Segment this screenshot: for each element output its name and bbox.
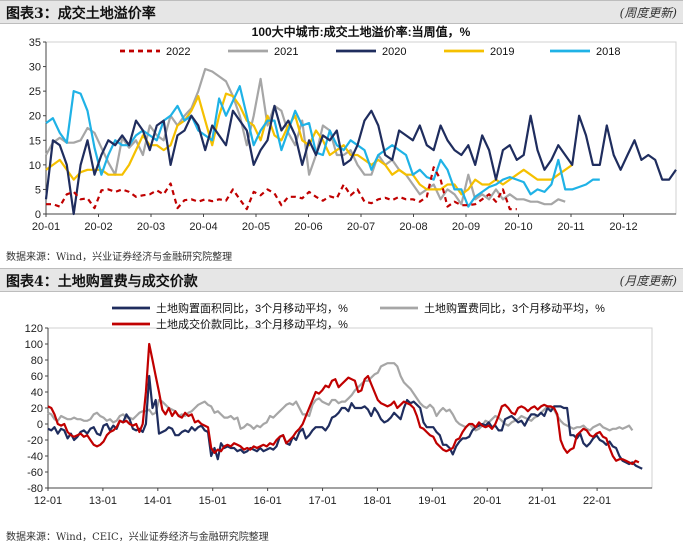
x-tick-label: 20-09 [452,221,480,233]
y-tick-label: 25 [29,86,41,98]
y-tick-label: 5 [35,184,41,196]
figure-3-update-note: (周度更新) [619,6,677,20]
figure-3-header: 图表3：成交土地溢价率 (周度更新) [0,0,683,24]
y-tick-label: 30 [29,62,41,74]
x-tick-label: 20-12 [609,221,637,233]
x-tick-label: 13-01 [89,495,117,507]
series-line-2022 [46,166,517,211]
y-tick-label: 40 [31,387,43,399]
figure-3-title: 图表3：成交土地溢价率 [6,6,156,22]
y-tick-label: 80 [31,355,43,367]
y-tick-label: -60 [27,467,43,479]
x-tick-label: 20-06 [294,221,322,233]
legend-label: 土地成交价款同比，3个月移动平均，% [156,317,348,331]
series-line-2018 [45,85,600,208]
x-tick-label: 15-01 [199,495,227,507]
figure-4: 图表4：土地购置费与成交价款 (月度更新) -80 -60 -40 -20 0 20 40 6… [0,266,683,547]
series-line-土地购置面积同比，3个月移动平均，% [47,374,643,470]
figure-4-source: 数据来源：Wind，CEIC，兴业证券经济与金融研究院整理 [6,532,269,543]
x-tick-label: 16-01 [254,495,282,507]
x-tick-label: 17-01 [308,495,336,507]
legend-label: 2018 [596,46,620,58]
legend-label: 2019 [490,46,514,58]
y-tick-label: 60 [31,371,43,383]
chart-title: 100大中城市:成交土地溢价率:当周值，% [252,24,471,39]
x-tick-label: 18-01 [363,495,391,507]
figure-4-header: 图表4：土地购置费与成交价款 (月度更新) [0,268,683,292]
figure-4-title: 图表4：土地购置费与成交价款 [6,274,198,290]
y-tick-label: 0 [37,419,43,431]
x-tick-label: 20-01 [473,495,501,507]
series-line-2020 [44,104,677,216]
y-tick-label: 35 [29,37,41,49]
figure-3-source: 数据来源：Wind，兴业证券经济与金融研究院整理 [6,252,233,263]
x-tick-label: 20-08 [399,221,427,233]
series-line-土地购置费同比，3个月移动平均，% [47,362,634,432]
y-tick-label: -20 [27,435,43,447]
x-tick-label: 20-10 [504,221,532,233]
series-line-土地成交价款同比，3个月移动平均，% [47,342,640,466]
premium-rate-chart: 0 5 10 15 20 25 30 35 20-01 20-02 20-03 20-04 20-05 2… [29,24,677,233]
y-tick-label: -40 [27,451,43,463]
legend-label: 2021 [274,46,298,58]
y-tick-label: 10 [29,160,41,172]
y-tick-label: 0 [35,209,41,221]
legend-label: 土地购置费同比，3个月移动平均，% [424,301,605,315]
y-tick-label: 15 [29,135,41,147]
y-tick-label: 100 [25,339,43,351]
x-tick-label: 14-01 [144,495,172,507]
legend-label: 2022 [166,46,190,58]
x-tick-label: 22-01 [583,495,611,507]
x-tick-label: 20-11 [557,221,584,233]
x-tick-label: 20-02 [84,221,112,233]
x-tick-label: 12-01 [34,495,62,507]
x-tick-label: 19-01 [418,495,446,507]
figure-4-update-note: (月度更新) [619,274,677,288]
x-tick-label: 21-01 [528,495,556,507]
series-line-2019 [45,92,573,196]
x-tick-label: 20-03 [137,221,165,233]
land-purchase-chart: -80 -60 -40 -20 0 20 40 60 80 100 120 12-01 13-01 14-… [25,301,653,507]
legend-label: 土地购置面积同比，3个月移动平均，% [156,301,348,315]
x-tick-label: 20-01 [32,221,60,233]
figure-3: 图表3：成交土地溢价率 (周度更新) 0 5 10 15 20 25 30 35 20-01 20… [0,0,683,265]
y-tick-label: 20 [31,403,43,415]
y-tick-label: -80 [27,483,43,495]
y-tick-label: 120 [25,323,43,335]
x-tick-label: 20-05 [242,221,270,233]
x-tick-label: 20-04 [189,221,217,233]
x-tick-label: 20-07 [347,221,375,233]
legend-label: 2020 [382,46,406,58]
y-tick-label: 20 [29,111,41,123]
series-line-2021 [45,67,566,206]
